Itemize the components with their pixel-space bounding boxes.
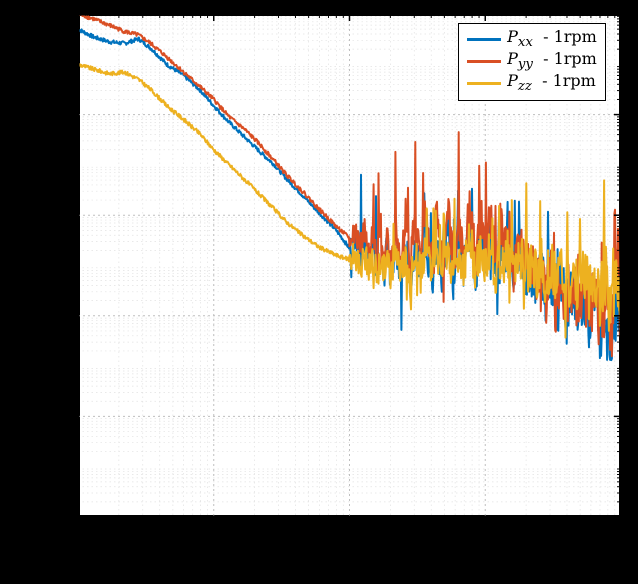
legend-entry: Pyy - 1rpm	[467, 50, 597, 72]
y-tick-label: 10-4	[37, 305, 70, 326]
x-tick-label: 100	[465, 525, 494, 546]
y-tick-label: 10-6	[37, 405, 70, 426]
legend-swatch	[467, 38, 501, 41]
x-tick-label: 10-1	[330, 525, 363, 546]
x-tick-label: 101	[601, 525, 630, 546]
y-tick-label: 10-8	[37, 506, 70, 527]
x-tick-label: 10-2	[194, 525, 227, 546]
x-tick-label: 10-3	[58, 525, 91, 546]
legend-entry: Pxx - 1rpm	[467, 28, 597, 50]
y-tick-label: 10-2	[37, 204, 70, 225]
legend-entry: Pzz - 1rpm	[467, 72, 597, 94]
legend-label: Pyy - 1rpm	[507, 49, 597, 72]
legend-swatch	[467, 60, 501, 63]
legend-swatch	[467, 82, 501, 85]
x-axis-label: Frequency (Hz)	[280, 549, 422, 570]
legend-label: Pxx - 1rpm	[507, 27, 597, 50]
legend: Pxx - 1rpmPyy - 1rpmPzz - 1rpm	[458, 23, 606, 101]
y-tick-label: 102	[41, 3, 70, 24]
legend-label: Pzz - 1rpm	[507, 71, 596, 94]
y-tick-label: 100	[41, 104, 70, 125]
